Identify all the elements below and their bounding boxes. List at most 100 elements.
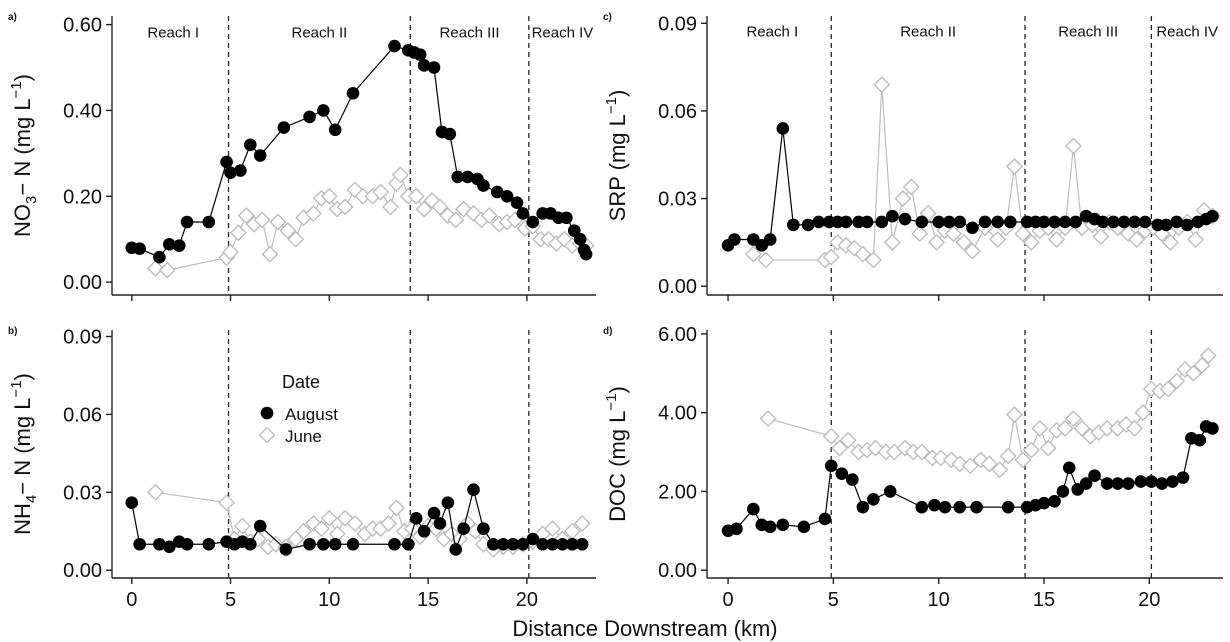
point-august bbox=[1100, 477, 1114, 490]
point-august bbox=[728, 233, 741, 246]
reach-label: Reach II bbox=[900, 23, 956, 40]
point-june bbox=[854, 245, 872, 263]
point-august bbox=[526, 532, 540, 546]
point-august bbox=[496, 537, 510, 551]
point-june bbox=[1126, 419, 1144, 437]
point-june bbox=[744, 245, 762, 263]
point-august bbox=[1107, 215, 1120, 229]
point-august bbox=[1037, 496, 1051, 510]
point-june bbox=[1064, 137, 1082, 155]
series-line-august bbox=[131, 45, 587, 258]
point-august bbox=[856, 500, 870, 514]
point-june bbox=[1064, 410, 1082, 428]
point-august bbox=[162, 540, 176, 554]
point-august bbox=[443, 127, 457, 141]
point-june bbox=[1006, 406, 1023, 424]
panel-tag: c) bbox=[603, 12, 612, 23]
point-august bbox=[346, 86, 360, 100]
point-june bbox=[1193, 356, 1211, 374]
point-august bbox=[1058, 215, 1072, 229]
point-june bbox=[287, 230, 305, 248]
panel-b: b) 0.00 0.03 0.06 0.09 0 5 10 15 20 NH4− N (mg L−1… bbox=[8, 326, 596, 611]
point-june bbox=[961, 457, 979, 475]
point-june bbox=[1187, 231, 1205, 248]
x-tick-label: 5 bbox=[828, 589, 839, 611]
point-august bbox=[202, 537, 216, 551]
point-june bbox=[864, 251, 882, 269]
point-august bbox=[180, 537, 194, 551]
panel-c: c) 0.00 0.03 0.06 0.09 Reach I Reach II Reach I… bbox=[603, 12, 1223, 301]
y-tick-label: 0.09 bbox=[658, 13, 697, 35]
point-june bbox=[312, 520, 330, 538]
point-august bbox=[763, 233, 777, 246]
point-august bbox=[776, 518, 790, 532]
y-tick-label: 0.03 bbox=[658, 189, 697, 211]
point-august bbox=[1069, 215, 1082, 229]
point-june bbox=[1022, 233, 1040, 251]
point-june bbox=[229, 224, 247, 242]
point-august bbox=[1145, 475, 1158, 488]
point-june bbox=[1092, 228, 1110, 246]
point-august bbox=[172, 239, 186, 252]
y-tick-label: 0.06 bbox=[658, 101, 697, 123]
point-august bbox=[516, 537, 530, 551]
point-august bbox=[506, 537, 520, 551]
point-august bbox=[787, 218, 800, 232]
point-august bbox=[898, 212, 912, 226]
y-tick-label: 0.20 bbox=[63, 186, 102, 208]
point-june bbox=[261, 245, 279, 263]
point-june bbox=[431, 198, 449, 216]
point-august bbox=[860, 215, 874, 229]
point-august bbox=[413, 48, 427, 61]
point-june bbox=[955, 233, 973, 251]
point-august bbox=[133, 537, 146, 551]
point-june bbox=[1134, 404, 1152, 422]
point-june bbox=[415, 200, 433, 218]
y-tick-label: 0.00 bbox=[63, 272, 102, 294]
point-june bbox=[883, 233, 901, 251]
point-june bbox=[822, 248, 840, 266]
point-june bbox=[1128, 231, 1146, 248]
point-august bbox=[839, 215, 853, 229]
point-august bbox=[477, 179, 490, 192]
point-august bbox=[938, 500, 952, 514]
y-axis-title: NO3− N (mg L−1) bbox=[8, 74, 40, 237]
point-june bbox=[382, 198, 400, 216]
point-june bbox=[913, 443, 931, 461]
point-june bbox=[320, 187, 338, 205]
point-august bbox=[846, 473, 859, 486]
point-august bbox=[417, 59, 431, 72]
point-august bbox=[1037, 215, 1051, 229]
point-august bbox=[546, 537, 559, 551]
point-june bbox=[380, 514, 398, 532]
point-june bbox=[146, 259, 164, 277]
y-tick-label: 0.06 bbox=[63, 404, 102, 426]
point-august bbox=[953, 500, 967, 514]
point-august bbox=[243, 138, 257, 152]
y-axis-title: DOC (mg L−1) bbox=[603, 386, 630, 522]
point-june bbox=[480, 207, 498, 225]
legend-marker-august bbox=[260, 406, 274, 420]
point-june bbox=[158, 261, 176, 279]
point-august bbox=[763, 520, 777, 534]
point-june bbox=[757, 251, 775, 269]
panel-tag: b) bbox=[8, 326, 17, 337]
point-august bbox=[970, 500, 983, 514]
y-tick-label: 0.60 bbox=[63, 15, 102, 37]
point-august bbox=[1166, 475, 1179, 488]
point-august bbox=[388, 39, 401, 53]
point-august bbox=[953, 215, 967, 229]
point-june bbox=[320, 509, 338, 527]
point-june bbox=[873, 76, 891, 94]
panel-tag: d) bbox=[603, 326, 612, 337]
point-june bbox=[1022, 441, 1040, 459]
point-june bbox=[1014, 451, 1032, 469]
point-august bbox=[328, 537, 342, 551]
point-august bbox=[220, 155, 233, 169]
legend: Date August June bbox=[258, 372, 338, 446]
point-june bbox=[1168, 372, 1186, 390]
reach-label: Reach I bbox=[147, 24, 199, 41]
point-august bbox=[991, 215, 1004, 229]
point-august bbox=[417, 524, 431, 538]
point-june bbox=[544, 520, 562, 538]
